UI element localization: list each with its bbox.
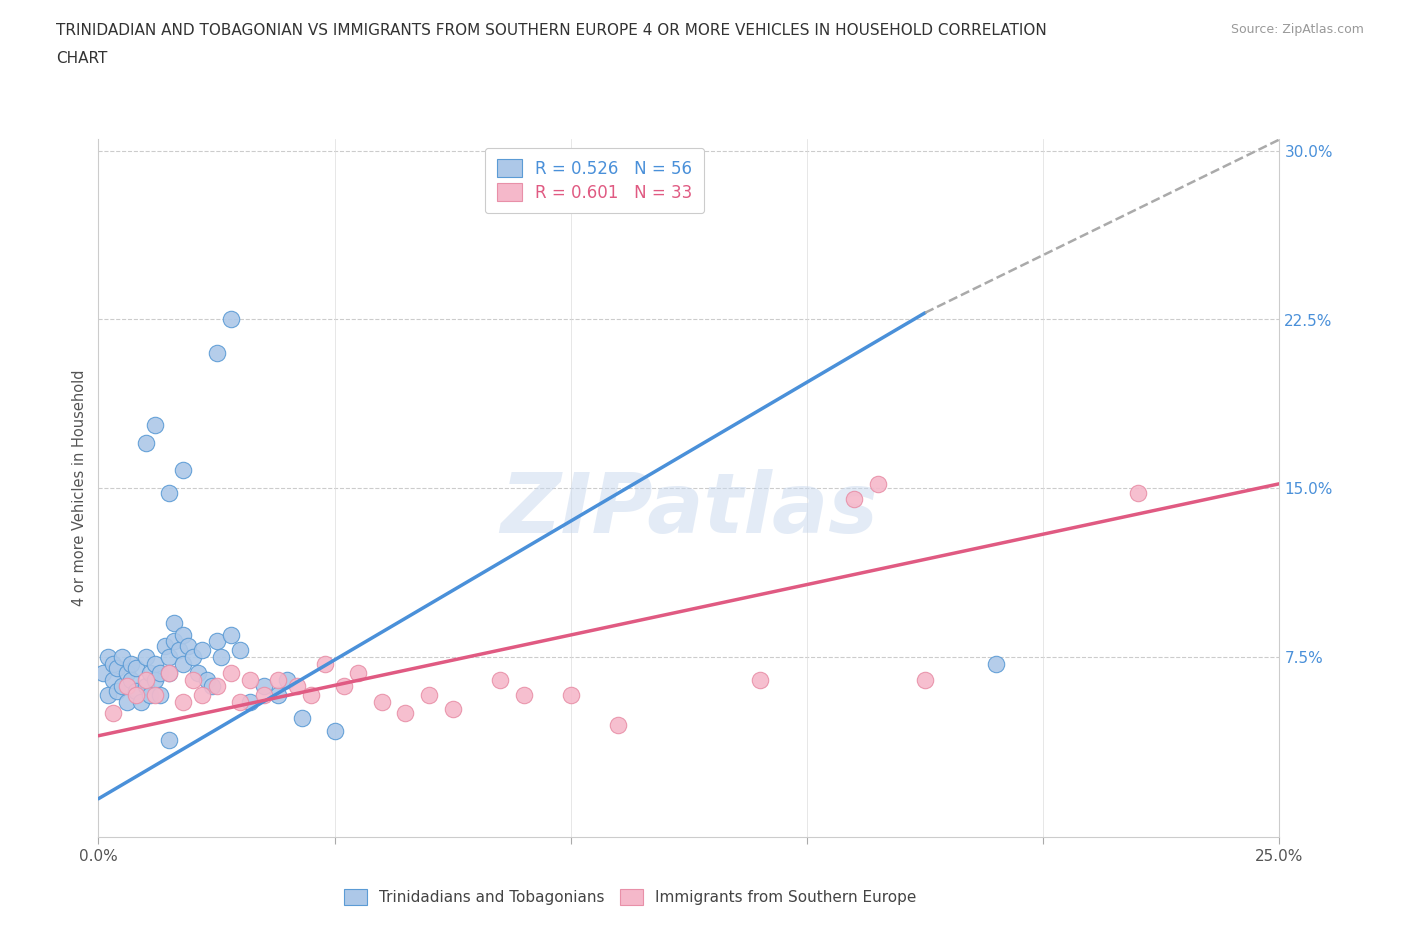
Point [157, 665, 180, 680]
Point [125, 661, 148, 676]
Point [101, 657, 124, 671]
Point [111, 679, 134, 694]
Point [844, 492, 866, 507]
Point [441, 701, 464, 716]
Point [314, 657, 336, 671]
Point [101, 706, 124, 721]
Point [125, 688, 148, 703]
Point [1126, 485, 1149, 500]
Point [323, 724, 346, 738]
Point [105, 684, 128, 698]
Point [239, 695, 262, 710]
Point [866, 476, 889, 491]
Point [914, 672, 936, 687]
Point [205, 346, 228, 361]
Point [135, 436, 157, 451]
Point [139, 665, 162, 680]
Point [607, 717, 630, 732]
Point [191, 688, 214, 703]
Point [172, 463, 194, 478]
Point [219, 665, 242, 680]
Point [115, 679, 138, 694]
Point [157, 649, 180, 664]
Point [748, 672, 770, 687]
Point [512, 688, 534, 703]
Point [105, 661, 128, 676]
Legend: Trinidadians and Tobagonians, Immigrants from Southern Europe: Trinidadians and Tobagonians, Immigrants… [336, 882, 924, 913]
Point [135, 672, 157, 687]
Point [139, 688, 162, 703]
Point [195, 672, 218, 687]
Point [111, 649, 134, 664]
Point [172, 657, 194, 671]
Point [172, 627, 194, 642]
Point [143, 672, 166, 687]
Point [239, 672, 262, 687]
Point [125, 684, 148, 698]
Point [121, 657, 143, 671]
Point [418, 688, 440, 703]
Point [97, 649, 120, 664]
Point [267, 672, 290, 687]
Point [560, 688, 582, 703]
Point [394, 706, 416, 721]
Point [219, 312, 242, 327]
Point [157, 733, 180, 748]
Point [290, 711, 312, 725]
Point [191, 643, 214, 658]
Point [101, 672, 124, 687]
Point [984, 657, 1007, 671]
Point [172, 695, 194, 710]
Point [285, 679, 308, 694]
Point [276, 672, 298, 687]
Point [347, 665, 370, 680]
Point [167, 643, 190, 658]
Point [143, 418, 166, 432]
Point [143, 657, 166, 671]
Point [267, 688, 290, 703]
Point [219, 627, 242, 642]
Point [201, 679, 224, 694]
Point [229, 643, 252, 658]
Point [299, 688, 322, 703]
Point [205, 679, 228, 694]
Point [333, 679, 356, 694]
Text: ZIPatlas: ZIPatlas [501, 469, 877, 550]
Point [153, 638, 176, 653]
Point [135, 679, 157, 694]
Point [229, 695, 252, 710]
Point [157, 485, 180, 500]
Point [205, 634, 228, 649]
Point [129, 695, 152, 710]
Point [97, 688, 120, 703]
Point [209, 649, 232, 664]
Point [149, 688, 172, 703]
Point [143, 688, 166, 703]
Point [253, 688, 276, 703]
Text: CHART: CHART [56, 51, 108, 66]
Point [121, 672, 143, 687]
Y-axis label: 4 or more Vehicles in Household: 4 or more Vehicles in Household [72, 370, 87, 606]
Point [177, 638, 200, 653]
Point [181, 672, 204, 687]
Point [115, 665, 138, 680]
Text: Source: ZipAtlas.com: Source: ZipAtlas.com [1230, 23, 1364, 36]
Point [157, 665, 180, 680]
Point [253, 679, 276, 694]
Point [163, 634, 186, 649]
Point [187, 665, 209, 680]
Point [149, 665, 172, 680]
Point [489, 672, 512, 687]
Point [181, 649, 204, 664]
Point [91, 665, 114, 680]
Point [371, 695, 394, 710]
Point [135, 649, 157, 664]
Point [163, 616, 186, 631]
Point [115, 695, 138, 710]
Text: TRINIDADIAN AND TOBAGONIAN VS IMMIGRANTS FROM SOUTHERN EUROPE 4 OR MORE VEHICLES: TRINIDADIAN AND TOBAGONIAN VS IMMIGRANTS… [56, 23, 1047, 38]
